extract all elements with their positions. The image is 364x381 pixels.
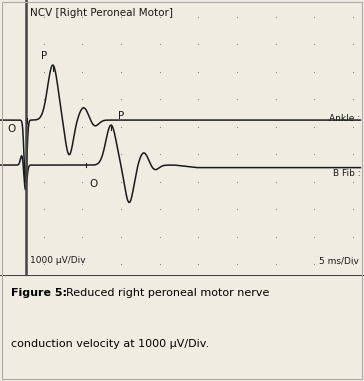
Text: conduction velocity at 1000 μV/Div.: conduction velocity at 1000 μV/Div. xyxy=(11,339,209,349)
Text: 1000 μV/Div: 1000 μV/Div xyxy=(30,256,86,265)
Text: B Fib :: B Fib : xyxy=(333,170,360,178)
Text: NCV [Right Peroneal Motor]: NCV [Right Peroneal Motor] xyxy=(30,8,173,18)
Text: P: P xyxy=(40,51,47,61)
Text: Ankle :: Ankle : xyxy=(329,114,360,123)
Text: P: P xyxy=(118,111,124,121)
Text: O: O xyxy=(7,124,16,134)
Text: Reduced right peroneal motor nerve: Reduced right peroneal motor nerve xyxy=(66,288,269,298)
Text: Figure 5:: Figure 5: xyxy=(11,288,67,298)
Text: 5 ms/Div: 5 ms/Div xyxy=(318,256,359,265)
Text: O: O xyxy=(89,179,98,189)
